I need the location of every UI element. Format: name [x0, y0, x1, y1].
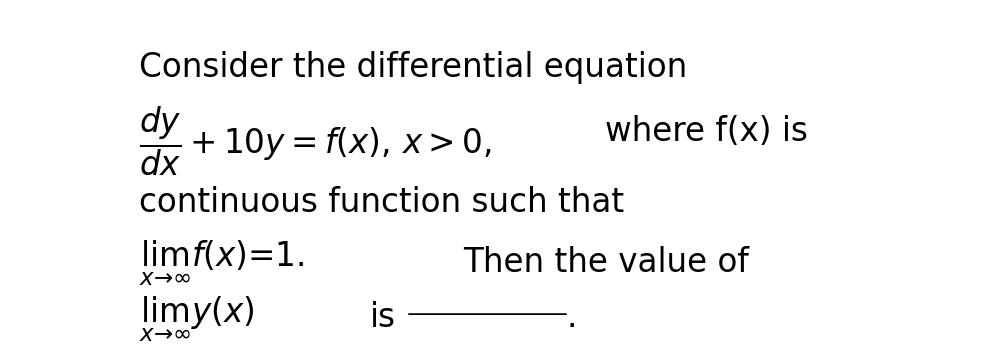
Text: continuous function such that: continuous function such that [139, 185, 624, 218]
Text: $\lim_{x\to\infty} f(x) = 1.$: $\lim_{x\to\infty} f(x) = 1.$ [139, 239, 305, 288]
Text: .: . [565, 302, 576, 335]
Text: where f(x) is: where f(x) is [604, 115, 807, 148]
Text: Then the value of: Then the value of [463, 246, 748, 279]
Text: Consider the differential equation: Consider the differential equation [139, 51, 687, 84]
Text: $\dfrac{dy}{dx} + 10y = f(x),\, x > 0,$: $\dfrac{dy}{dx} + 10y = f(x),\, x > 0,$ [139, 105, 492, 178]
Text: $\lim_{x\to\infty} y(x)$: $\lim_{x\to\infty} y(x)$ [139, 295, 255, 344]
Text: is: is [370, 302, 396, 335]
